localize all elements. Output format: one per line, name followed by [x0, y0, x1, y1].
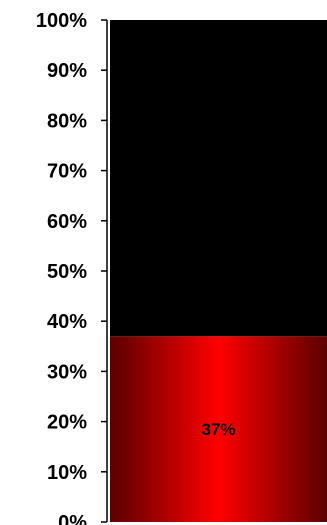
y-tick-label: 30% — [47, 361, 87, 383]
y-tick-label: 20% — [47, 412, 87, 434]
y-tick-label: 80% — [47, 110, 87, 132]
y-tick-label: 50% — [47, 261, 87, 283]
y-tick-label: 100% — [36, 10, 87, 32]
y-tick-label: 60% — [47, 211, 87, 233]
bar-segment-2 — [110, 20, 327, 337]
data-label-1: 37% — [201, 420, 235, 439]
y-tick-label: 0% — [58, 512, 87, 525]
y-tick-label: 40% — [47, 311, 87, 333]
y-tick-label: 10% — [47, 462, 87, 484]
y-tick-label: 70% — [47, 161, 87, 183]
y-tick-label: 90% — [47, 60, 87, 82]
bar-segment-1 — [110, 336, 327, 522]
